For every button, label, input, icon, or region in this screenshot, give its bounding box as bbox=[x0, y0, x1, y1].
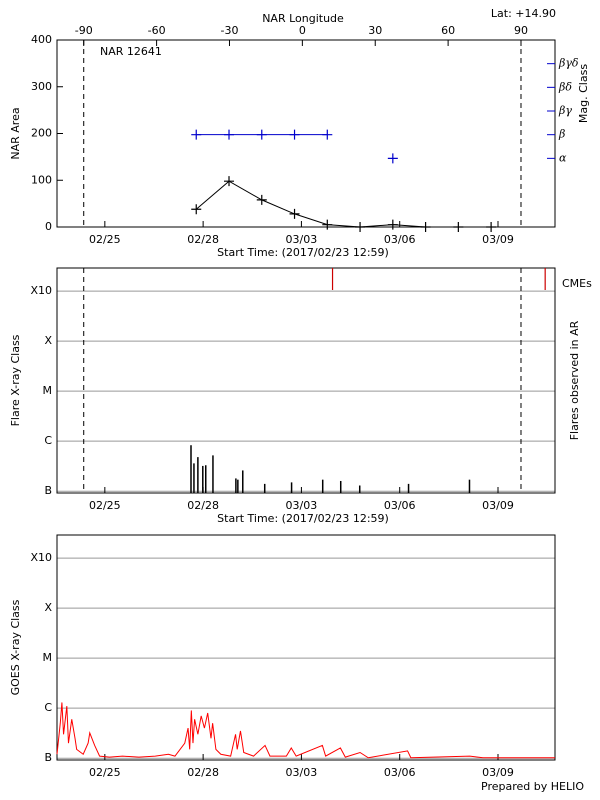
y-tick-label: X bbox=[44, 334, 52, 347]
x-tick-label: 03/09 bbox=[482, 766, 514, 779]
x2-axis-label: NAR Longitude bbox=[262, 12, 344, 25]
latitude: Lat: +14.90 bbox=[491, 7, 556, 20]
plot-frame bbox=[56, 534, 556, 761]
y-tick-label: 300 bbox=[31, 80, 52, 93]
x-tick-label: 02/28 bbox=[187, 766, 219, 779]
y2-tick-label: α bbox=[559, 151, 567, 164]
y-tick-label: X10 bbox=[30, 551, 52, 564]
y2-tick-label: β bbox=[558, 128, 565, 141]
point-marker bbox=[191, 204, 202, 215]
y-tick-label: 200 bbox=[31, 127, 52, 140]
point-marker bbox=[289, 129, 300, 140]
point-marker bbox=[420, 222, 431, 232]
x2-tick-label: 60 bbox=[441, 24, 455, 37]
y-axis-label: Flare X-ray Class bbox=[9, 334, 22, 426]
x2-tick-label: -60 bbox=[148, 24, 166, 37]
y2-tick-label: βδ bbox=[558, 80, 572, 93]
point-marker bbox=[355, 222, 366, 232]
x-tick-label: 02/25 bbox=[89, 499, 121, 512]
point-marker bbox=[256, 194, 267, 205]
x-tick-label: 03/09 bbox=[482, 233, 514, 246]
x-tick-label: 03/09 bbox=[482, 499, 514, 512]
y2-axis-label: Flares observed in AR bbox=[568, 320, 581, 440]
x-axis-label: Start Time: (2017/02/23 12:59) bbox=[217, 246, 389, 259]
y-axis-label: NAR Area bbox=[9, 107, 22, 159]
y-tick-label: C bbox=[44, 701, 52, 714]
point-marker bbox=[224, 176, 235, 187]
x2-tick-label: 30 bbox=[368, 24, 382, 37]
x-tick-label: 03/06 bbox=[384, 499, 416, 512]
series-line bbox=[195, 180, 492, 228]
y-tick-label: M bbox=[43, 651, 53, 664]
x-tick-label: 02/28 bbox=[187, 499, 219, 512]
y2-tick-label: βγ bbox=[558, 104, 572, 117]
cme-label: CMEs bbox=[562, 277, 592, 290]
x-tick-label: 02/25 bbox=[89, 233, 121, 246]
x2-tick-label: 90 bbox=[514, 24, 528, 37]
x2-tick-label: 0 bbox=[299, 24, 306, 37]
footer: Prepared by HELIO bbox=[481, 780, 584, 793]
x2-tick-label: -30 bbox=[220, 24, 238, 37]
point-marker bbox=[486, 222, 497, 232]
y-tick-label: X10 bbox=[30, 284, 52, 297]
x2-tick-label: -90 bbox=[75, 24, 93, 37]
y-tick-label: X bbox=[44, 601, 52, 614]
point-marker bbox=[453, 222, 464, 232]
y2-tick-label: βγδ bbox=[558, 57, 579, 70]
x-tick-label: 03/03 bbox=[286, 499, 318, 512]
y-tick-label: B bbox=[44, 751, 52, 764]
point-marker bbox=[387, 219, 398, 230]
x-tick-label: 03/06 bbox=[384, 766, 416, 779]
point-marker bbox=[322, 129, 333, 140]
x-tick-label: 03/03 bbox=[286, 233, 318, 246]
y-tick-label: B bbox=[44, 484, 52, 497]
y-tick-label: C bbox=[44, 434, 52, 447]
point-marker bbox=[322, 219, 333, 230]
panel-title: NAR 12641 bbox=[100, 45, 162, 58]
y-axis-label: GOES X-ray Class bbox=[9, 599, 22, 695]
x-tick-label: 02/28 bbox=[187, 233, 219, 246]
point-marker bbox=[256, 129, 267, 140]
y-tick-label: 400 bbox=[31, 33, 52, 46]
plot-frame bbox=[56, 267, 556, 494]
x-tick-label: 03/03 bbox=[286, 766, 318, 779]
y-tick-label: 0 bbox=[45, 220, 52, 233]
point-marker bbox=[387, 153, 398, 164]
x-tick-label: 02/25 bbox=[89, 766, 121, 779]
y2-axis-label: Mag. Class bbox=[577, 64, 590, 123]
plot-frame bbox=[56, 39, 556, 228]
x-tick-label: 03/06 bbox=[384, 233, 416, 246]
y-tick-label: M bbox=[43, 384, 53, 397]
series-line bbox=[56, 702, 555, 759]
point-marker bbox=[191, 129, 202, 140]
x-axis-label: Start Time: (2017/02/23 12:59) bbox=[217, 512, 389, 525]
y-tick-label: 100 bbox=[31, 173, 52, 186]
point-marker bbox=[224, 129, 235, 140]
point-marker bbox=[289, 208, 300, 219]
